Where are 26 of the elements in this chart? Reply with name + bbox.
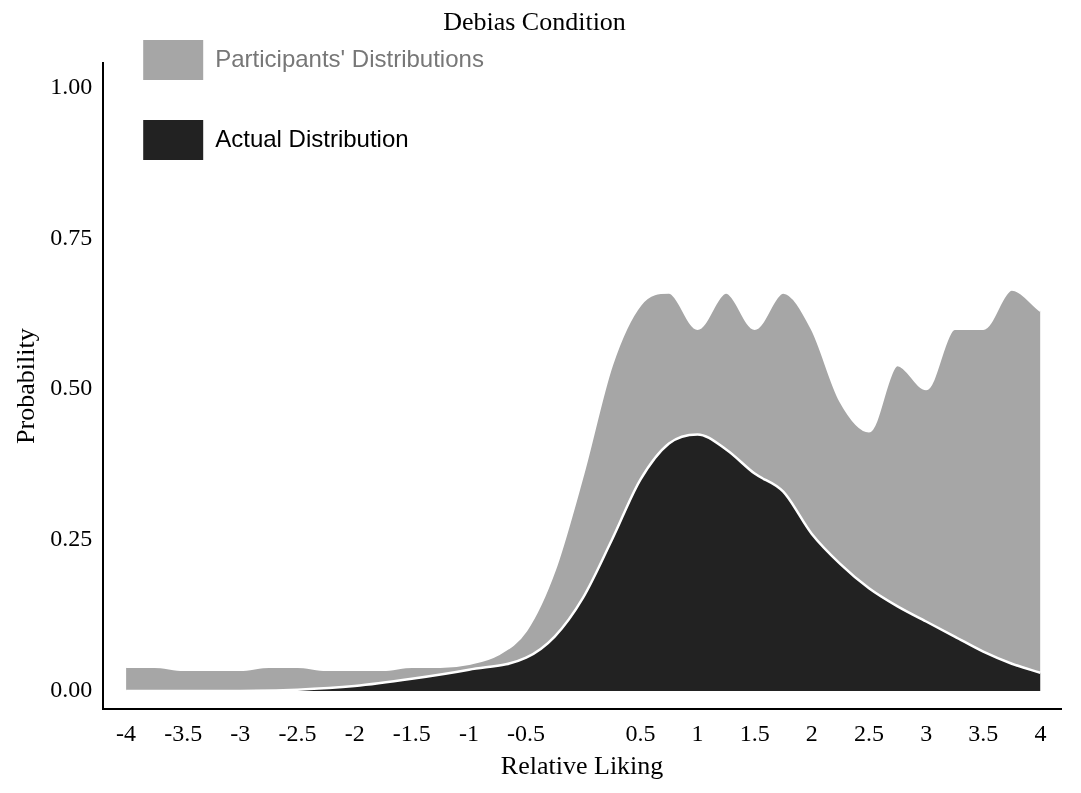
y-tick-label: 1.00 (50, 72, 93, 99)
y-tick-label: 0.50 (50, 374, 93, 401)
x-tick-label: -2 (344, 719, 365, 746)
y-tick-label: 0.75 (50, 223, 93, 250)
legend-label: Participants' Distributions (215, 44, 484, 72)
x-tick-label: -4 (116, 719, 137, 746)
x-tick-label: 0.5 (625, 719, 656, 746)
x-tick-label: -2.5 (278, 719, 317, 746)
y-tick-label: 0.00 (50, 676, 93, 703)
x-tick-label: -3.5 (164, 719, 203, 746)
chart-title: Debias Condition (443, 7, 626, 37)
x-tick-label: 3 (920, 719, 933, 746)
x-axis-title: Relative Liking (500, 751, 664, 781)
x-tick-label: -1.5 (392, 719, 431, 746)
y-tick-label: 0.25 (50, 525, 93, 552)
x-tick-label: -3 (230, 719, 251, 746)
x-tick-label: 3.5 (968, 719, 999, 746)
legend-label: Actual Distribution (215, 124, 409, 152)
x-tick-label: 1 (691, 719, 704, 746)
x-tick-label: -1 (458, 719, 479, 746)
x-tick-label: 2.5 (853, 719, 884, 746)
x-tick-label: 4 (1034, 719, 1047, 746)
x-tick-label: 2 (805, 719, 818, 746)
x-tick-label: -0.5 (507, 719, 546, 746)
y-axis-title: Probability (11, 328, 41, 444)
x-tick-label: 1.5 (739, 719, 770, 746)
